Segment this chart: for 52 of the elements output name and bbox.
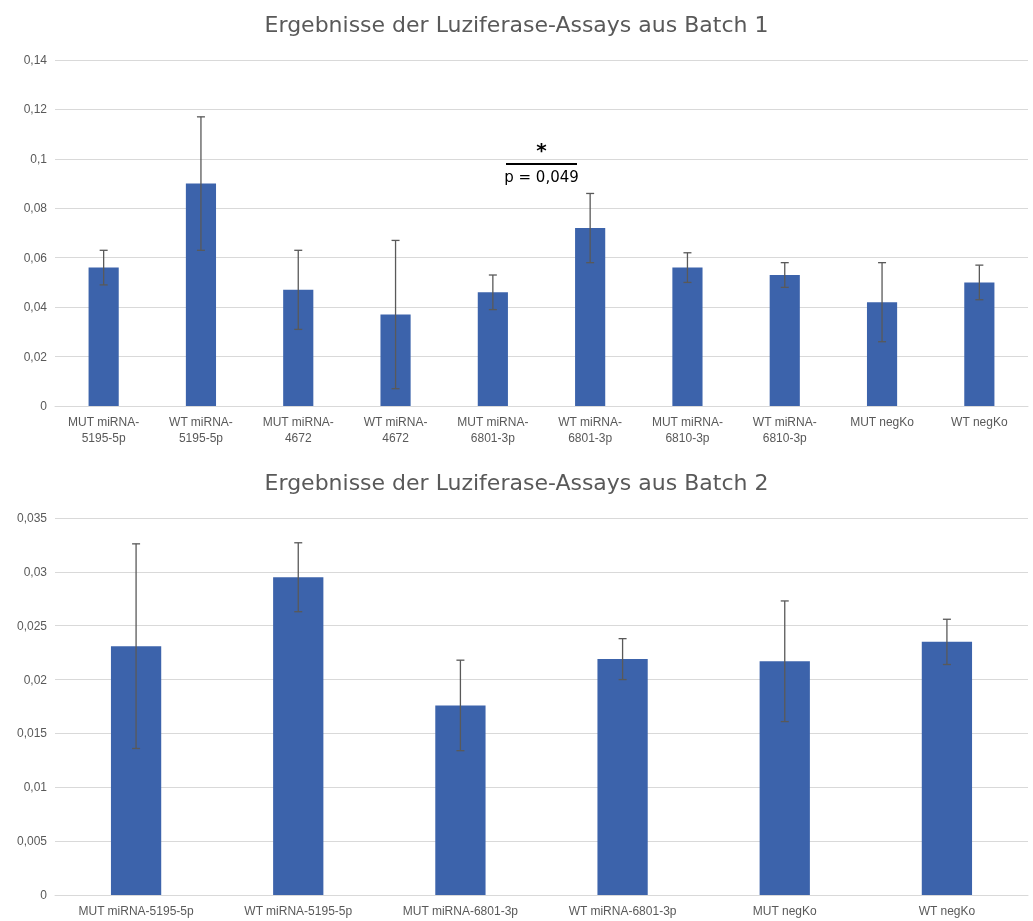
x-tick-label: MUT negKo [850,415,915,429]
y-tick-label: 0,005 [16,834,48,849]
bar [759,661,810,895]
bar [380,314,411,406]
bar [597,659,648,895]
x-tick-label: MUT miRNA-5195-5p [78,904,194,918]
y-tick-label: 0,06 [23,250,48,265]
bar [921,641,973,895]
y-tick-label: 0,1 [30,151,48,166]
annotation: * [536,137,548,162]
y-tick-label: 0,015 [16,726,48,741]
x-tick-label: WT miRNA-6801-3p [568,904,677,918]
x-tick-label: MUT miRNA-6801-3p [402,904,519,918]
bar [477,292,508,406]
x-tick-label: WT miRNA-6801-3p [558,415,623,445]
bar [273,577,324,895]
y-tick-label: 0,02 [23,349,48,364]
bar [110,646,162,895]
bar [435,705,486,895]
bar [88,267,119,406]
y-tick-label: 0,04 [23,300,48,315]
x-tick-label: WT miRNA-6810-3p [752,415,817,445]
y-tick-label: 0,08 [23,201,48,216]
x-tick-label: WT negKo [951,415,1008,429]
y-tick-label: 0,01 [23,780,48,795]
y-tick-label: 0,025 [16,618,48,633]
x-tick-label: WT miRNA-5195-5p [244,904,353,918]
y-tick-label: 0,03 [23,564,48,579]
y-tick-label: 0 [40,399,48,413]
bar [283,289,314,406]
annotation: p = 0,049 [504,168,579,187]
y-tick-label: 0,12 [23,102,48,117]
y-tick-label: 0,14 [23,53,48,67]
bar [866,302,898,406]
bar [185,183,217,406]
x-tick-label: MUT miRNA-5195-5p [68,415,140,445]
chart-title: Ergebnisse der Luziferase-Assays aus Batch 1 [264,11,769,37]
y-tick-label: 0,02 [23,672,48,687]
y-tick-label: 0,035 [16,511,48,525]
bar [964,282,995,406]
bar [575,228,606,406]
x-tick-label: MUT miRNA-6810-3p [651,415,723,445]
bar [672,267,703,406]
x-tick-label: MUT negKo [752,904,817,918]
x-tick-label: MUT miRNA-6801-3p [457,415,529,445]
y-tick-label: 0 [40,888,48,902]
bar [769,275,800,406]
chart-title: Ergebnisse der Luziferase-Assays aus Batch 2 [264,469,769,495]
x-tick-label: WT miRNA-4672 [363,415,428,445]
x-tick-label: WT miRNA-5195-5p [169,415,233,445]
x-tick-label: MUT miRNA-4672 [262,415,334,445]
x-tick-label: WT negKo [918,904,976,918]
